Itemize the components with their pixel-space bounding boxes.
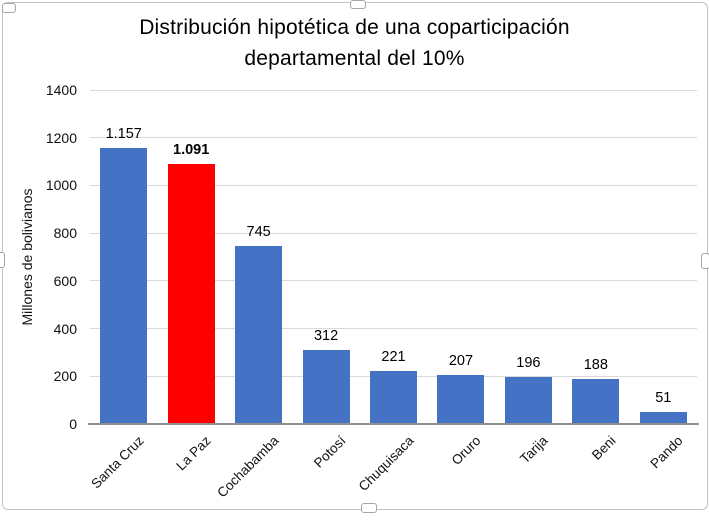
gridline-800 xyxy=(90,232,697,234)
y-tick-label-400: 400 xyxy=(53,320,77,337)
bar-oruro[interactable] xyxy=(437,374,485,424)
bar-cochabamba[interactable] xyxy=(235,246,283,424)
bar-santa-cruz[interactable] xyxy=(100,147,148,424)
bar-value-label-chuquisaca: 221 xyxy=(381,349,406,366)
x-axis-line xyxy=(88,423,699,425)
y-tick-label-0: 0 xyxy=(69,416,77,432)
y-tick-label-800: 800 xyxy=(53,225,77,242)
bar-value-label-potosi: 312 xyxy=(313,327,339,344)
bar-value-label-santa-cruz: 1.157 xyxy=(105,125,142,142)
bar-value-label-pando: 51 xyxy=(655,389,672,406)
bar-pando[interactable] xyxy=(639,411,687,424)
bar-tarija[interactable] xyxy=(504,377,552,424)
gridline-1000 xyxy=(90,184,697,186)
selection-handle-top-center[interactable] xyxy=(350,0,366,9)
y-tick-label-1000: 1000 xyxy=(45,177,77,194)
chart-title: Distribución hipotética de una copartici… xyxy=(0,12,709,74)
y-tick-label-200: 200 xyxy=(53,368,77,385)
gridline-400 xyxy=(90,328,697,330)
selection-handle-left-middle[interactable] xyxy=(0,252,5,268)
selection-handle-top-left[interactable] xyxy=(2,3,16,13)
gridline-600 xyxy=(90,280,697,282)
bar-value-label-la-paz: 1.091 xyxy=(173,141,210,158)
y-tick-label-600: 600 xyxy=(53,272,77,289)
bar-value-label-oruro: 207 xyxy=(448,352,474,369)
chart-title-line2: departamental del 10% xyxy=(244,47,465,70)
bar-beni[interactable] xyxy=(572,379,620,424)
gridline-1200 xyxy=(90,137,697,139)
bar-value-label-tarija: 196 xyxy=(516,355,541,372)
bar-potosi[interactable] xyxy=(302,349,350,424)
bar-chuquisaca[interactable] xyxy=(370,371,417,424)
selection-handle-right-middle[interactable] xyxy=(701,253,709,269)
y-tick-label-1200: 1200 xyxy=(45,129,77,146)
chart-title-line1: Distribución hipotética de una copartici… xyxy=(139,16,570,39)
selection-handle-bottom-center[interactable] xyxy=(361,503,377,513)
gridline-1400 xyxy=(90,89,697,91)
bar-value-label-cochabamba: 745 xyxy=(246,224,271,241)
y-tick-label-1400: 1400 xyxy=(45,82,77,98)
bar-la-paz[interactable] xyxy=(167,163,215,424)
bar-value-label-beni: 188 xyxy=(583,357,608,374)
y-axis-title: Millones de bolivianos xyxy=(19,188,35,326)
